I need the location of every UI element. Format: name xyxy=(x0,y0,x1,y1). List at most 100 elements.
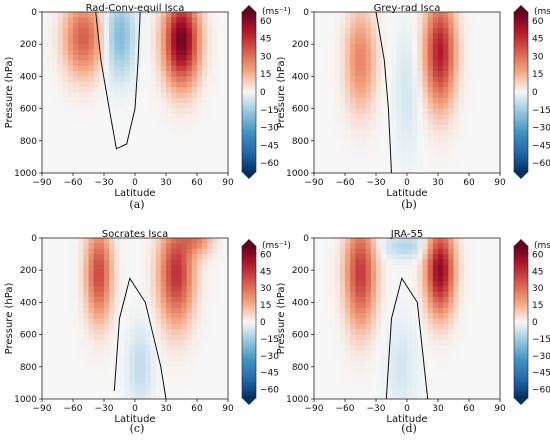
field-cell xyxy=(160,28,167,35)
field-cell xyxy=(171,275,177,282)
field-cell xyxy=(166,33,172,40)
field-cell xyxy=(324,156,331,163)
field-cell xyxy=(355,302,362,309)
field-cell xyxy=(67,151,74,158)
field-cell xyxy=(417,119,424,126)
field-cell xyxy=(176,302,183,309)
field-cell xyxy=(381,297,387,303)
field-cell xyxy=(396,38,403,45)
field-cell xyxy=(191,291,198,298)
field-cell xyxy=(42,259,48,266)
field-cell xyxy=(489,382,496,389)
field-cell xyxy=(489,87,496,94)
field-cell xyxy=(145,377,152,384)
field-cell xyxy=(432,81,439,88)
field-cell xyxy=(422,130,429,137)
field-cell xyxy=(401,119,408,126)
field-cell xyxy=(407,65,413,72)
field-cell xyxy=(391,17,398,24)
field-cell xyxy=(458,140,465,147)
field-cell xyxy=(52,162,59,169)
field-cell xyxy=(83,119,90,126)
field-cell xyxy=(396,103,403,110)
field-cell xyxy=(212,313,219,320)
field-cell xyxy=(324,92,331,99)
field-cell xyxy=(150,291,157,298)
field-cell xyxy=(329,97,336,104)
field-cell xyxy=(448,388,455,395)
field-cell xyxy=(427,140,434,147)
field-cell xyxy=(376,259,382,266)
field-cell xyxy=(407,339,413,346)
field-cell xyxy=(350,92,356,99)
field-cell xyxy=(135,22,141,29)
field-cell xyxy=(171,65,177,72)
field-cell xyxy=(479,318,486,325)
field-cell xyxy=(181,103,188,110)
field-cell xyxy=(135,135,141,142)
field-cell xyxy=(427,12,434,18)
field-cell xyxy=(140,12,146,18)
field-cell xyxy=(62,280,69,287)
field-cell xyxy=(401,108,408,115)
field-cell xyxy=(104,151,110,158)
field-cell xyxy=(401,264,408,271)
field-cell xyxy=(150,259,157,266)
field-cell xyxy=(217,87,224,94)
field-cell xyxy=(474,108,480,115)
field-cell xyxy=(150,17,157,24)
field-cell xyxy=(93,254,100,261)
field-cell xyxy=(140,264,146,271)
field-cell xyxy=(463,356,470,363)
field-cell xyxy=(469,339,475,346)
field-cell xyxy=(176,243,183,250)
field-cell xyxy=(171,254,177,261)
field-cell xyxy=(339,297,346,303)
field-cell xyxy=(324,248,331,255)
field-cell xyxy=(339,382,346,389)
field-cell xyxy=(197,323,203,330)
field-cell xyxy=(109,259,115,266)
field-cell xyxy=(412,151,418,158)
field-cell xyxy=(422,259,429,266)
field-cell xyxy=(469,65,475,72)
field-cell xyxy=(191,17,198,24)
field-cell xyxy=(171,49,177,56)
field-cell xyxy=(407,248,413,255)
field-cell xyxy=(114,238,121,244)
field-cell xyxy=(396,167,403,174)
field-cell xyxy=(365,151,372,158)
field-cell xyxy=(47,92,53,99)
field-cell xyxy=(453,377,460,384)
field-cell xyxy=(73,12,79,18)
field-cell xyxy=(469,243,475,250)
field-cell xyxy=(98,54,105,61)
field-cell xyxy=(145,113,152,120)
field-cell xyxy=(324,356,331,363)
field-cell xyxy=(67,12,74,18)
x-axis-label: Latitude xyxy=(114,414,155,425)
field-cell xyxy=(407,329,413,336)
field-cell xyxy=(207,162,214,169)
field-cell xyxy=(207,124,214,131)
field-cell xyxy=(314,108,320,115)
field-cell xyxy=(355,248,362,255)
field-cell xyxy=(376,135,382,142)
field-cell xyxy=(365,38,372,45)
field-cell xyxy=(181,366,188,373)
field-cell xyxy=(489,248,496,255)
field-cell xyxy=(453,38,460,45)
field-cell xyxy=(463,297,470,303)
field-cell xyxy=(489,49,496,56)
field-cell xyxy=(67,329,74,336)
field-cell xyxy=(129,248,136,255)
field-cell xyxy=(432,135,439,142)
field-cell xyxy=(119,350,126,357)
field-cell xyxy=(176,124,183,131)
field-cell xyxy=(463,318,470,325)
field-cell xyxy=(150,162,157,169)
field-cell xyxy=(197,372,203,379)
field-cell xyxy=(166,97,172,104)
field-cell xyxy=(42,54,48,61)
